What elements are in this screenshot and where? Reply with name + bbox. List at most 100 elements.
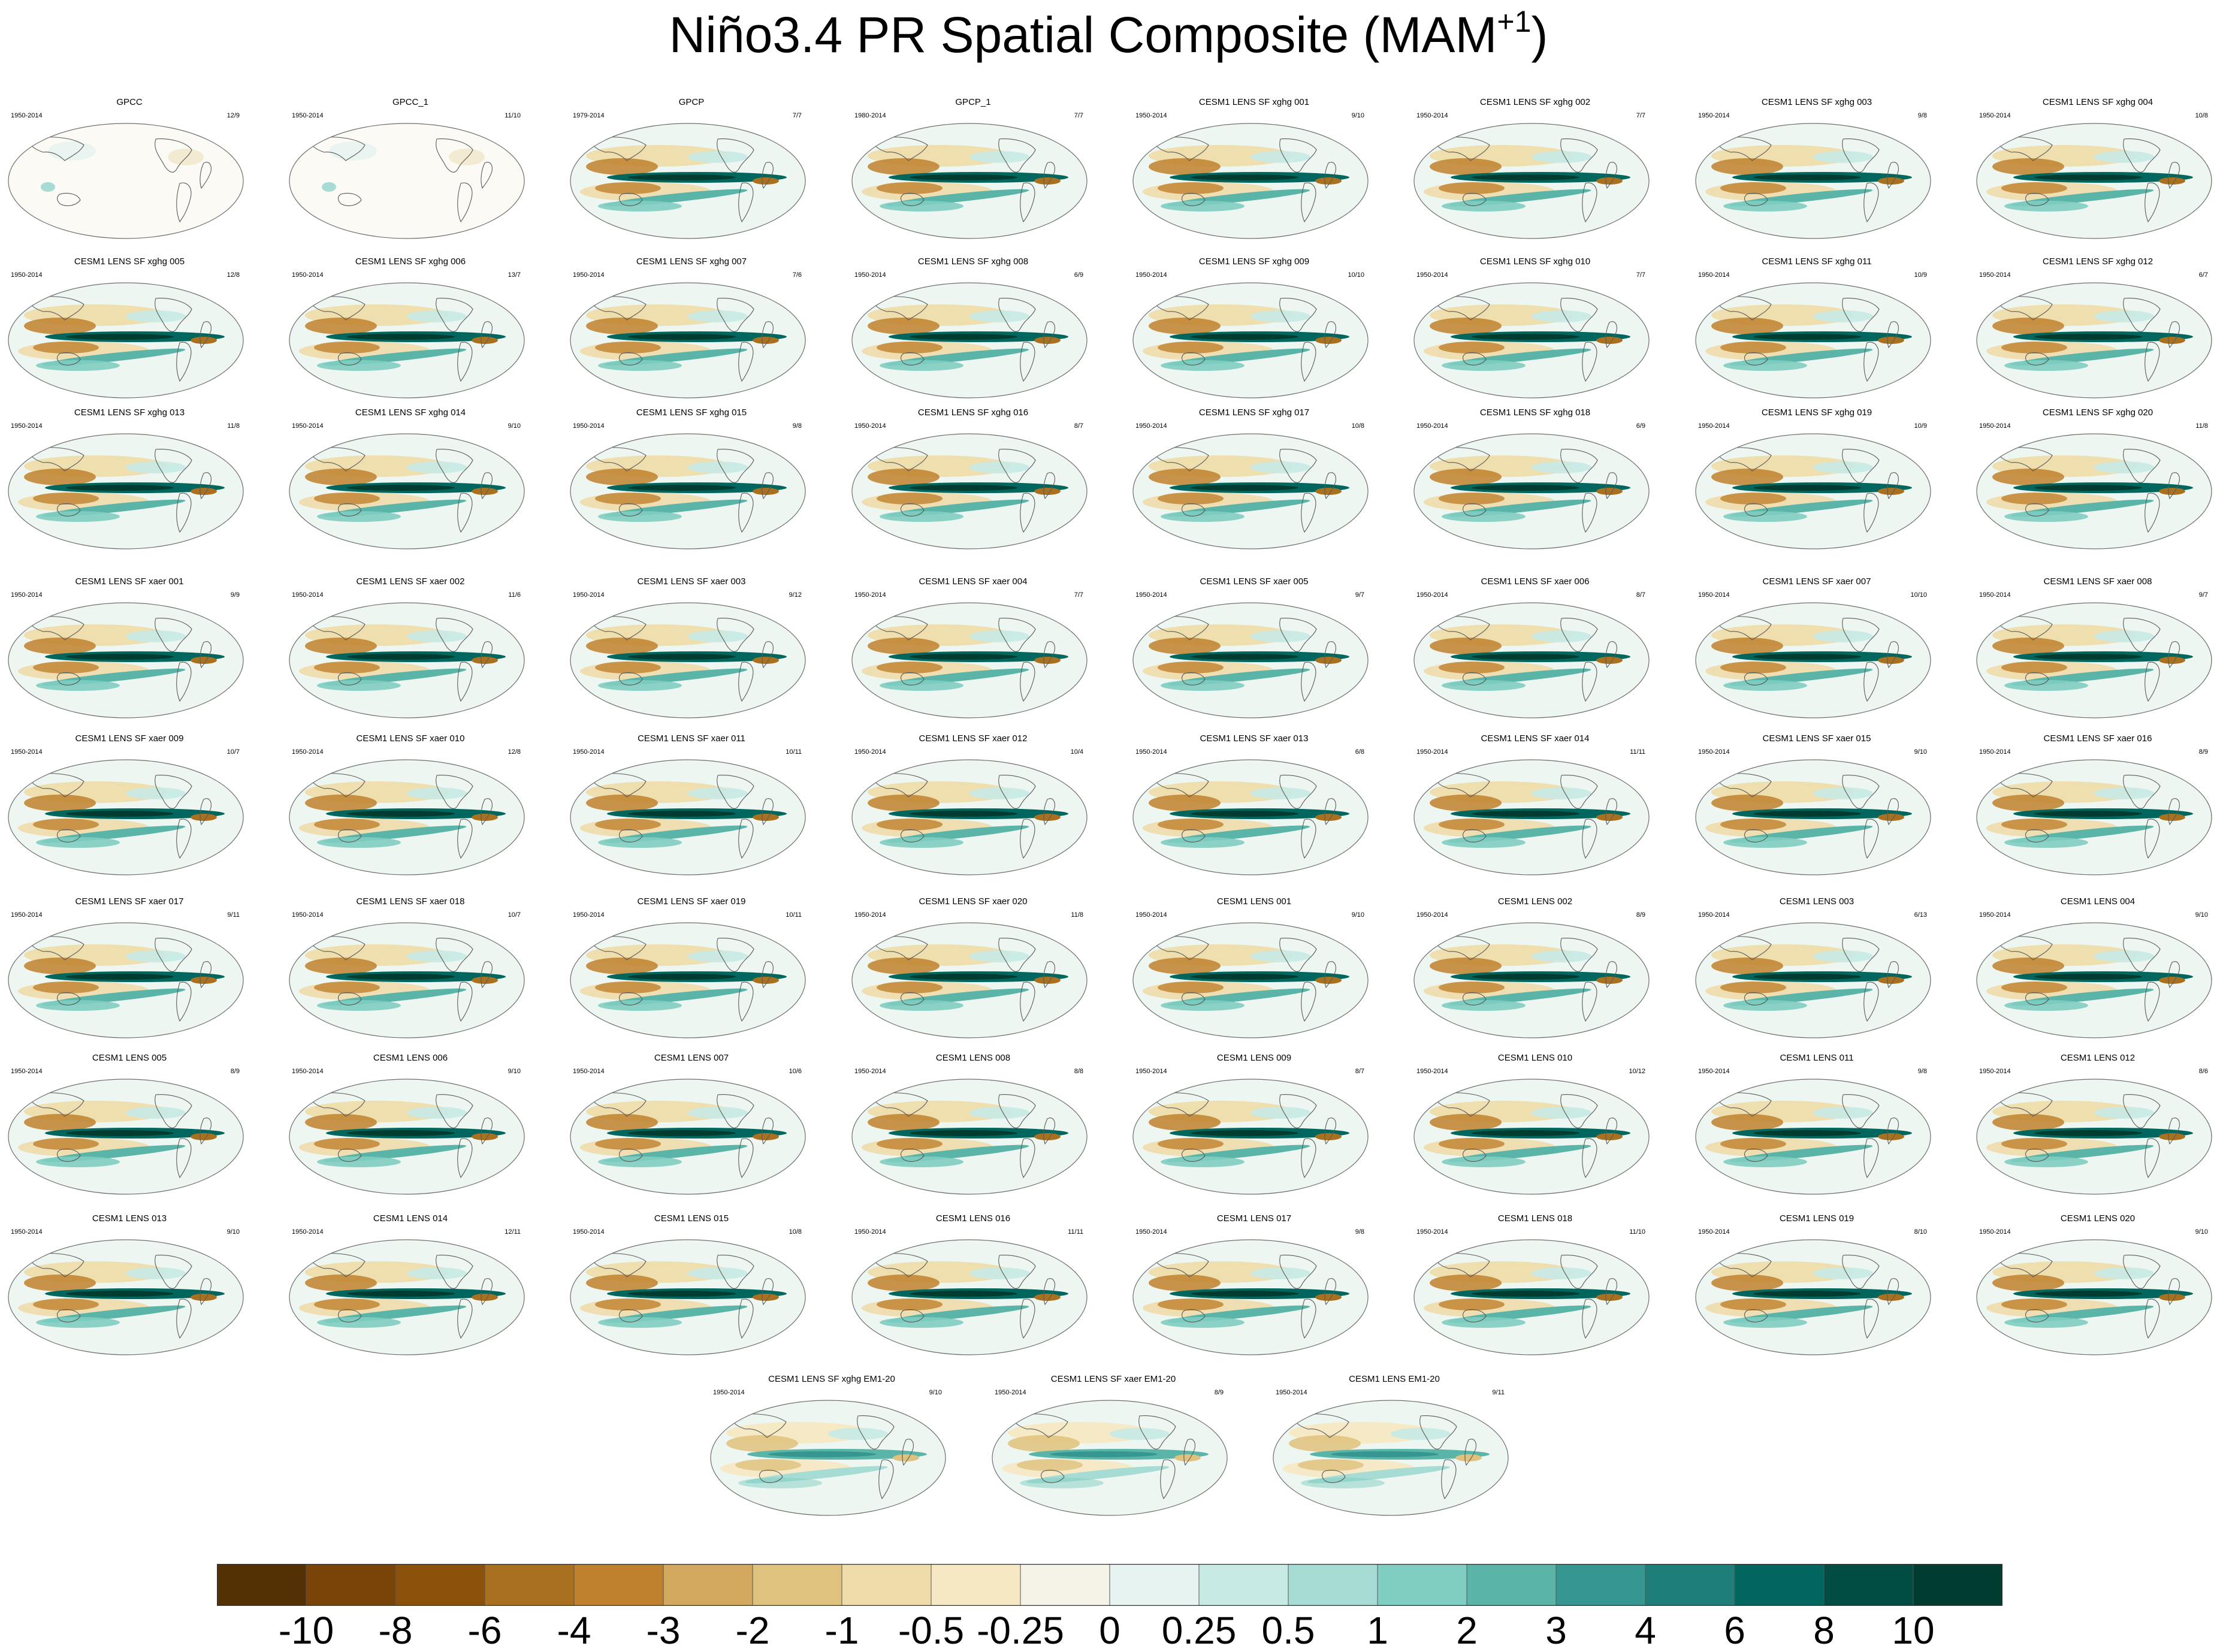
panel-period: 1950-2014: [11, 422, 43, 430]
panel-title: CESM1 LENS SF xaer 004: [919, 576, 1028, 587]
panel-event-count: 11/10: [1629, 1228, 1645, 1236]
map-panel: CESM1 LENS SF xghg 005 1950-2014 12/8: [4, 256, 255, 406]
panel-period: 1950-2014: [573, 422, 605, 430]
chart-title-close: ): [1531, 7, 1548, 63]
precip-anomaly-map: [570, 123, 806, 239]
panel-title: CESM1 LENS 013: [92, 1213, 167, 1224]
map-panel: CESM1 LENS 011 1950-2014 9/8: [1691, 1053, 1943, 1203]
panel-period: 1950-2014: [854, 911, 886, 919]
precip-anomaly-map: [570, 922, 806, 1038]
precip-anomaly-map: [289, 1239, 525, 1355]
panel-period: 1950-2014: [292, 748, 324, 756]
panel-title: CESM1 LENS SF xaer 013: [1200, 733, 1309, 744]
panel-event-count: 9/11: [1492, 1389, 1505, 1396]
panel-period: 1950-2014: [713, 1389, 745, 1396]
panel-period: 1950-2014: [1135, 1068, 1167, 1075]
panel-event-count: 10/11: [786, 911, 802, 919]
colorbar-tick-label: -2: [735, 1609, 770, 1652]
panel-period: 1950-2014: [11, 911, 43, 919]
panel-period: 1950-2014: [1416, 1068, 1448, 1075]
map-panel: CESM1 LENS SF xghg 004 1950-2014 10/8: [1972, 97, 2217, 247]
panel-period: 1950-2014: [1135, 748, 1167, 756]
precip-anomaly-map: [1413, 759, 1650, 875]
panel-title: CESM1 LENS SF xaer 012: [919, 733, 1028, 744]
panel-title: CESM1 LENS SF xaer EM1-20: [1050, 1374, 1176, 1384]
map-panel: CESM1 LENS SF xghg 013 1950-2014 11/8: [4, 407, 255, 557]
map-panel: CESM1 LENS SF xghg 003 1950-2014 9/8: [1691, 97, 1943, 247]
map-panel: CESM1 LENS 001 1950-2014 9/10: [1128, 896, 1380, 1046]
precip-anomaly-map: [289, 123, 525, 239]
panel-event-count: 8/9: [1214, 1389, 1224, 1396]
panel-period: 1950-2014: [573, 748, 605, 756]
panel-title: CESM1 LENS SF xghg 012: [2042, 256, 2153, 267]
panel-title: CESM1 LENS EM1-20: [1349, 1374, 1440, 1384]
panel-title: CESM1 LENS 015: [654, 1213, 729, 1224]
colorbar-swatch: [484, 1564, 575, 1606]
panel-period: 1950-2014: [292, 422, 324, 430]
panel-title: CESM1 LENS SF xaer 003: [637, 576, 746, 587]
panel-event-count: 9/8: [1917, 112, 1927, 119]
panel-title: CESM1 LENS SF xghg EM1-20: [768, 1374, 895, 1384]
map-panel: CESM1 LENS 018 1950-2014 11/10: [1409, 1213, 1661, 1363]
panel-title: GPCP_1: [955, 97, 991, 107]
panel-period: 1950-2014: [11, 271, 43, 279]
panel-event-count: 12/11: [505, 1228, 521, 1236]
panel-event-count: 7/7: [1074, 112, 1083, 119]
precip-anomaly-map: [851, 433, 1088, 549]
precip-anomaly-map: [8, 759, 244, 875]
colorbar-tick-label: -0.25: [977, 1609, 1064, 1652]
precip-anomaly-map: [1132, 1239, 1369, 1355]
map-panel: CESM1 LENS 016 1950-2014 11/11: [847, 1213, 1099, 1363]
colorbar-swatch: [217, 1564, 307, 1606]
panel-period: 1950-2014: [1416, 112, 1448, 119]
precip-anomaly-map: [1976, 602, 2212, 718]
map-panel: CESM1 LENS 015 1950-2014 10/8: [566, 1213, 817, 1363]
map-panel: CESM1 LENS 006 1950-2014 9/10: [285, 1053, 536, 1203]
panel-period: 1950-2014: [11, 748, 43, 756]
map-panel: CESM1 LENS SF xaer 017 1950-2014 9/11: [4, 896, 255, 1046]
panel-event-count: 10/11: [786, 748, 802, 756]
precip-anomaly-map: [8, 433, 244, 549]
map-panel: CESM1 LENS 005 1950-2014 8/9: [4, 1053, 255, 1203]
panel-period: 1950-2014: [1416, 591, 1448, 599]
panel-event-count: 9/8: [1917, 1068, 1927, 1075]
map-panel: CESM1 LENS SF xaer 002 1950-2014 11/6: [285, 576, 536, 726]
panel-title: CESM1 LENS SF xaer 020: [919, 896, 1028, 907]
panel-event-count: 10/9: [1914, 271, 1927, 279]
panel-title: CESM1 LENS 002: [1497, 896, 1573, 907]
panel-event-count: 9/10: [226, 1228, 240, 1236]
map-panel: CESM1 LENS 010 1950-2014 10/12: [1409, 1053, 1661, 1203]
panel-title: CESM1 LENS SF xaer 005: [1200, 576, 1309, 587]
map-panel: CESM1 LENS SF xaer 020 1950-2014 11/8: [847, 896, 1099, 1046]
panel-event-count: 9/12: [789, 591, 802, 599]
panel-period: 1950-2014: [1979, 591, 2011, 599]
map-panel: CESM1 LENS SF xaer 018 1950-2014 10/7: [285, 896, 536, 1046]
panel-title: CESM1 LENS SF xaer 006: [1481, 576, 1590, 587]
colorbar-tick-label: -1: [824, 1609, 859, 1652]
panel-event-count: 8/9: [1636, 911, 1645, 919]
panel-event-count: 12/9: [226, 112, 240, 119]
precip-anomaly-map: [289, 602, 525, 718]
panel-event-count: 8/7: [1074, 422, 1083, 430]
map-panel: CESM1 LENS SF xghg 017 1950-2014 10/8: [1128, 407, 1380, 557]
colorbar-swatch: [1913, 1564, 2002, 1606]
precip-anomaly-map: [1695, 1079, 1931, 1195]
precip-anomaly-map: [289, 759, 525, 875]
panel-title: CESM1 LENS 019: [1779, 1213, 1854, 1224]
map-panel: CESM1 LENS SF xghg 018 1950-2014 6/9: [1409, 407, 1661, 557]
map-panel: CESM1 LENS SF xaer 019 1950-2014 10/11: [566, 896, 817, 1046]
map-panel: CESM1 LENS EM1-20 1950-2014 9/11: [1268, 1374, 1520, 1524]
panel-title: GPCC: [116, 97, 143, 107]
panel-period: 1950-2014: [1698, 748, 1730, 756]
colorbar-tick-label: 1: [1367, 1609, 1388, 1652]
precip-anomaly-map: [851, 1079, 1088, 1195]
colorbar-swatch: [306, 1564, 396, 1606]
panel-title: CESM1 LENS 005: [92, 1053, 167, 1063]
precip-anomaly-map: [1695, 282, 1931, 398]
colorbar-tick-label: -8: [378, 1609, 413, 1652]
precip-anomaly-map: [8, 282, 244, 398]
chart-title: Niño3.4 PR Spatial Composite (MAM+1): [0, 5, 2217, 65]
panel-period: 1950-2014: [1416, 422, 1448, 430]
map-panel: CESM1 LENS 017 1950-2014 9/8: [1128, 1213, 1380, 1363]
precip-anomaly-map: [851, 123, 1088, 239]
